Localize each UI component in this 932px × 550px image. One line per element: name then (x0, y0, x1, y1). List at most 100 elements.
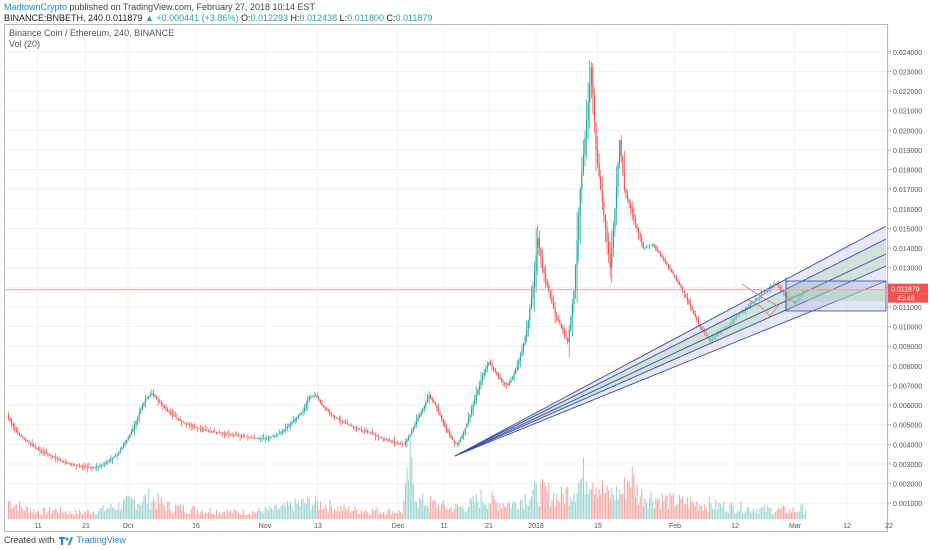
candle-body (565, 334, 567, 339)
candle-body (401, 443, 403, 445)
candle-body (302, 410, 304, 413)
candle-body (756, 299, 758, 301)
candle-body (97, 466, 99, 467)
tradingview-brand[interactable]: TradingView (76, 535, 127, 545)
candle-body (417, 417, 419, 421)
volume-bar (294, 498, 296, 519)
candle-body (570, 316, 572, 330)
candle-body (294, 419, 296, 421)
volume-indicator-label[interactable]: Vol (20) (9, 39, 41, 49)
y-axis-tick-label: 0.020000 (893, 128, 922, 135)
volume-bar (135, 509, 137, 519)
candle-body (253, 437, 255, 439)
volume-bar (228, 512, 230, 519)
candle-body (708, 338, 711, 341)
volume-bar (428, 508, 430, 519)
candle-body (217, 432, 219, 433)
volume-bar (189, 514, 191, 519)
volume-bar (489, 503, 492, 519)
y-axis-tick-label: 0.009000 (893, 344, 922, 351)
candle-body (140, 409, 142, 413)
candle-body (374, 434, 377, 436)
volume-bar (160, 497, 162, 519)
volume-bar (200, 512, 202, 519)
volume-bar (453, 509, 455, 519)
volume-bar (792, 507, 794, 519)
volume-bar (606, 485, 608, 519)
x-axis-tick-label: 15 (594, 523, 602, 530)
candle-body (165, 407, 167, 410)
candle-body (666, 262, 668, 265)
countdown-value: 45:46 (897, 296, 915, 303)
volume-bar (743, 513, 745, 519)
candle-body (645, 246, 648, 248)
fan-line-3 (454, 253, 887, 457)
volume-bar (326, 508, 328, 519)
candle-body (658, 251, 660, 254)
candle-body (502, 381, 504, 383)
volume-bar (779, 509, 781, 519)
candle-body (672, 271, 674, 275)
volume-bar (206, 512, 208, 519)
candle-body (36, 447, 38, 449)
volume-bar (690, 497, 692, 519)
volume-bar (31, 512, 33, 519)
candle-body (47, 453, 49, 455)
y-axis-tick-label: 0.024000 (893, 50, 922, 57)
candle-body (100, 465, 103, 466)
y-axis-tick-label: 0.023000 (893, 69, 922, 76)
volume-bar (582, 457, 585, 519)
volume-bar (174, 504, 177, 519)
author-link[interactable]: MadtownCrypto (4, 2, 68, 12)
volume-bar (702, 510, 704, 519)
candle-body (592, 67, 594, 95)
volume-bar (94, 514, 96, 519)
volume-bar (211, 513, 213, 519)
volume-bar (67, 514, 69, 519)
candle-body (557, 317, 559, 321)
candle-body (344, 422, 347, 424)
x-axis-tick-label: Feb (669, 523, 681, 530)
symbol-interval: BINANCE:BNBETH, 240 (4, 13, 104, 23)
volume-bar (463, 508, 465, 519)
volume-bar (393, 513, 395, 519)
volume-bar (116, 509, 118, 519)
volume-bar (93, 511, 95, 519)
volume-bar (66, 513, 68, 519)
candle-body (228, 434, 230, 435)
volume-bar (559, 502, 561, 519)
volume-bar (760, 507, 762, 519)
volume-bar (69, 510, 71, 519)
volume-bar (548, 483, 550, 519)
candle-body (86, 466, 88, 468)
volume-bar (335, 511, 337, 519)
volume-bar (686, 497, 688, 519)
volume-bar (715, 499, 717, 519)
volume-bar (420, 500, 422, 519)
volume-bar (124, 498, 126, 519)
candle-body (99, 465, 101, 467)
candle-body (538, 238, 540, 249)
chart-panel[interactable] (4, 24, 888, 532)
candle-body (69, 463, 71, 464)
volume-bar (508, 502, 510, 519)
candle-body (549, 291, 551, 298)
volume-bar (113, 507, 115, 519)
candle-body (667, 264, 670, 268)
candle-body (267, 438, 269, 440)
candle-body (119, 449, 121, 452)
volume-bar (78, 509, 80, 519)
volume-bar (269, 506, 271, 519)
volume-bar (398, 509, 400, 519)
volume-bar (178, 505, 180, 519)
candle-body (129, 434, 131, 438)
candle-body (745, 308, 747, 310)
candle-body (181, 420, 183, 422)
candle-body (266, 438, 268, 440)
candle-body (200, 428, 202, 430)
candle-body (274, 435, 276, 437)
candle-body (486, 365, 488, 369)
volume-bar (208, 512, 210, 519)
candle-body (617, 163, 619, 186)
